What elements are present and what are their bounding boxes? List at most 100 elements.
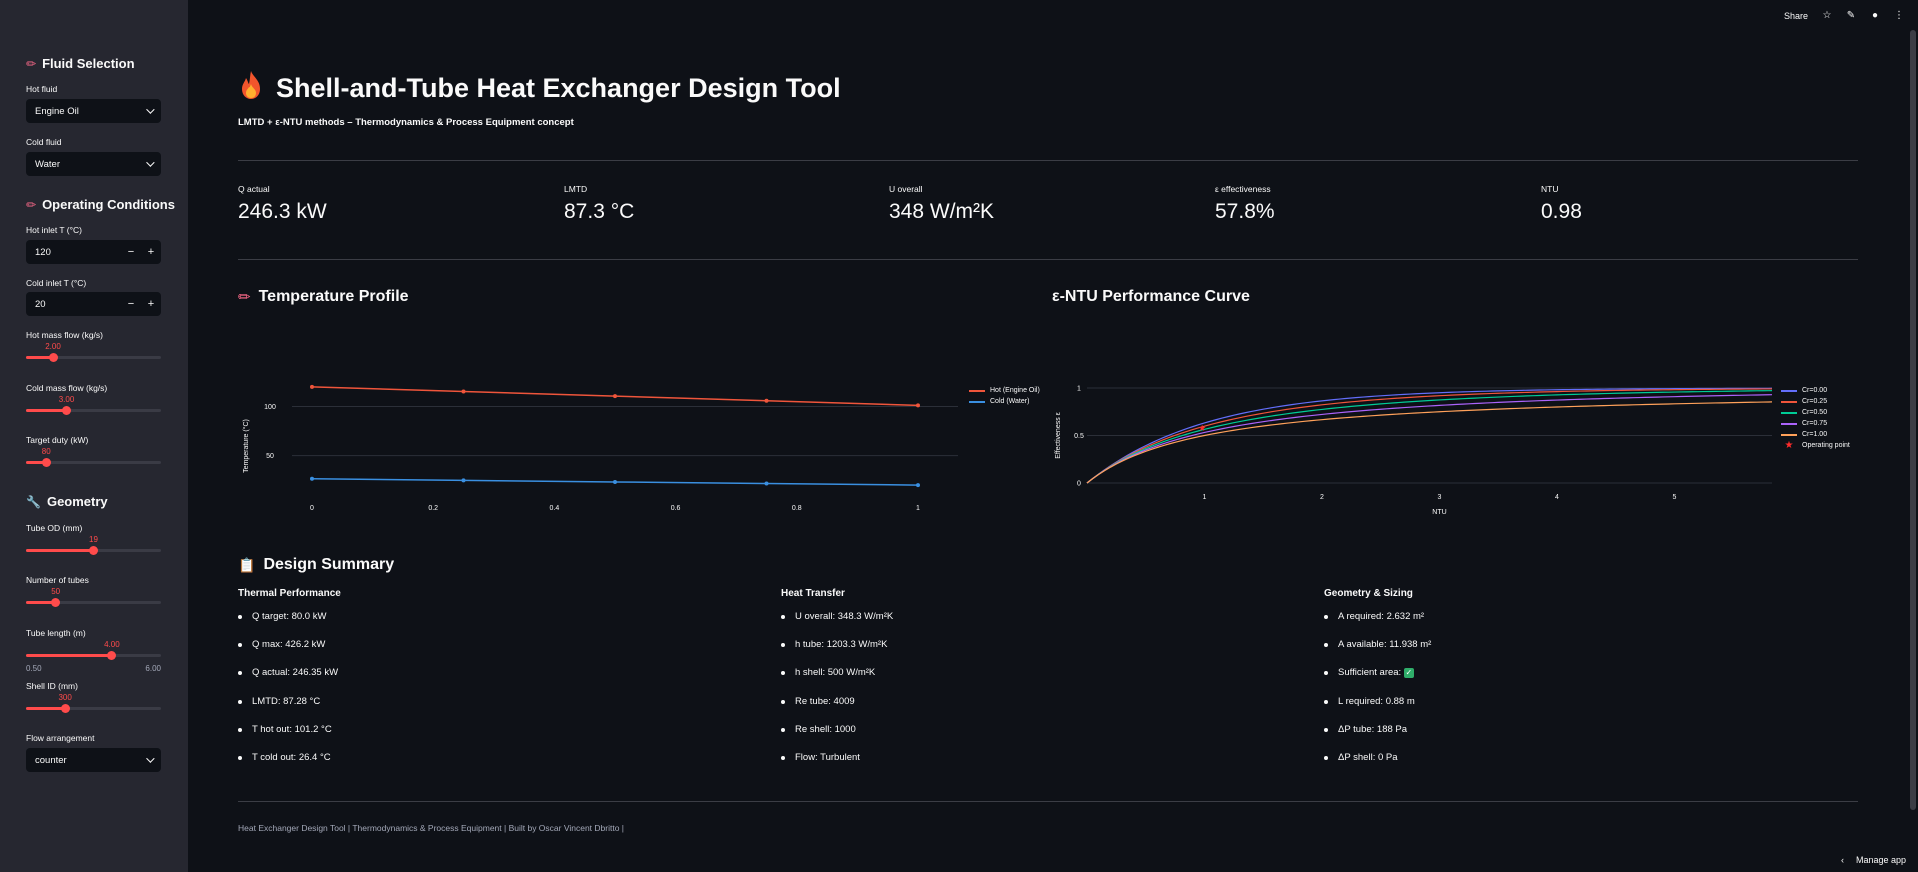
slider-thumb[interactable] [89,546,98,555]
tube-od-slider[interactable]: 19 [26,535,161,557]
x-tick-label: 5 [1673,494,1677,501]
increment-button[interactable]: + [147,298,155,310]
legend-item-cr-0[interactable]: Cr=0.00 [1781,385,1850,396]
series-line-2 [1086,390,1772,484]
thermal-performance-title: Thermal Performance [238,588,341,599]
sidebar: ✏ Fluid Selection Hot fluid Engine Oil C… [0,0,188,872]
x-tick-label: 0 [310,505,314,512]
y-tick-label: 100 [264,404,276,411]
decrement-button[interactable]: − [127,298,135,310]
x-tick-label: 2 [1320,494,1324,501]
hot-flow-slider[interactable]: 2.00 [26,342,161,364]
more-menu-icon[interactable]: ⋮ [1894,10,1904,21]
increment-button[interactable]: + [147,246,155,258]
metric-q-actual: Q actual 246.3 kW [238,184,327,223]
slider-thumb[interactable] [48,353,58,362]
slider-min: 0.50 [26,664,42,673]
wrench-icon: 🔧 [26,494,41,509]
slider-value: 3.00 [58,395,75,404]
operating-point-marker: ★ [1198,423,1206,433]
manage-app-button[interactable]: ‹ Manage app [1840,855,1906,865]
num-tubes-slider[interactable]: 50 [26,587,161,609]
entu-performance-chart[interactable]: 00.51123456NTUEffectiveness ε★ [1052,370,1772,520]
list-item: Q max: 426.2 kW [238,638,338,666]
num-tubes-label: Number of tubes [26,575,89,585]
chevron-left-icon: ‹ [1840,855,1844,865]
cold-inlet-input[interactable]: 20 − + [26,292,161,316]
data-point [764,398,769,403]
list-item: U overall: 348.3 W/m²K [781,610,893,638]
legend-item-cr-100[interactable]: Cr=1.00 [1781,429,1850,440]
slider-value: 19 [89,535,98,544]
legend-item-cr-075[interactable]: Cr=0.75 [1781,418,1850,429]
edit-icon[interactable]: ✎ [1846,10,1856,21]
slider-thumb[interactable] [107,651,117,660]
legend-item-operating-point[interactable]: ★ Operating point [1781,440,1850,451]
geometry-sizing-title: Geometry & Sizing [1324,588,1413,599]
operating-conditions-header: ✏ Operating Conditions [26,197,175,212]
x-tick-label: 1 [1203,494,1207,501]
share-button[interactable]: Share [1783,11,1808,21]
legend-item-hot[interactable]: Hot (Engine Oil) [969,385,1040,396]
toolbar: Share ☆ ✎ ● ⋮ [1783,10,1904,22]
cold-flow-slider[interactable]: 3.00 [26,395,161,417]
flow-arrangement-label: Flow arrangement [26,733,95,743]
slider-thumb[interactable] [51,598,61,607]
y-axis-label: Effectiveness ε [1055,412,1062,459]
data-point [613,394,617,399]
y-tick-label: 0.5 [1074,433,1084,440]
decrement-button[interactable]: − [127,246,135,258]
shell-id-slider[interactable]: 300 [26,693,161,715]
hot-flow-label: Hot mass flow (kg/s) [26,330,103,340]
chevron-down-icon [146,754,155,763]
star-icon[interactable]: ☆ [1822,10,1832,21]
chevron-down-icon [146,105,155,114]
flow-arrangement-select[interactable]: counter [26,748,161,772]
github-icon[interactable]: ● [1871,10,1879,21]
data-point [613,479,617,484]
tube-od-label: Tube OD (mm) [26,523,83,533]
tube-length-slider[interactable]: 4.00 0.50 6.00 [26,640,161,673]
y-tick-label: 50 [266,453,274,460]
y-axis-label: Temperature (°C) [242,419,250,473]
slider-value: 4.00 [104,640,120,649]
list-item: ΔP shell: 0 Pa [1324,751,1431,779]
target-duty-label: Target duty (kW) [26,435,89,445]
slider-max: 6.00 [145,664,161,673]
data-point [764,481,769,486]
list-item: T hot out: 101.2 °C [238,723,338,751]
legend-item-cr-025[interactable]: Cr=0.25 [1781,396,1850,407]
slider-thumb[interactable] [62,406,71,415]
list-item: A required: 2.632 m² [1324,610,1431,638]
x-tick-label: 1 [916,505,920,512]
legend-item-cold[interactable]: Cold (Water) [969,396,1040,407]
check-icon: ✓ [1403,667,1414,678]
metric-lmtd: LMTD 87.3 °C [564,184,635,223]
list-item: Sufficient area: ✓ [1324,666,1431,694]
slider-thumb[interactable] [41,458,51,467]
tube-length-label: Tube length (m) [26,628,86,638]
cold-fluid-select[interactable]: Water [26,152,161,176]
hot-inlet-input[interactable]: 120 − + [26,240,161,264]
scrollbar[interactable] [1910,30,1916,810]
slider-value: 2.00 [45,342,61,351]
x-tick-label: 3 [1438,494,1442,501]
x-tick-label: 0.2 [428,505,438,512]
list-item: Flow: Turbulent [781,751,893,779]
slider-thumb[interactable] [60,704,70,713]
heat-transfer-title: Heat Transfer [781,588,845,599]
cold-fluid-label: Cold fluid [26,137,62,147]
thermometer-icon: ✏ [26,56,37,71]
legend-item-cr-050[interactable]: Cr=0.50 [1781,407,1850,418]
list-item: A available: 11.938 m² [1324,638,1431,666]
page-title: Shell-and-Tube Heat Exchanger Design Too… [238,70,841,107]
target-duty-slider[interactable]: 80 [26,447,161,469]
divider [238,801,1858,802]
data-point [310,476,314,481]
x-tick-label: 4 [1555,494,1559,501]
series-line-4 [1086,401,1772,484]
metric-effectiveness: ε effectiveness 57.8% [1215,184,1275,223]
hot-fluid-select[interactable]: Engine Oil [26,99,161,123]
data-point [461,478,466,483]
